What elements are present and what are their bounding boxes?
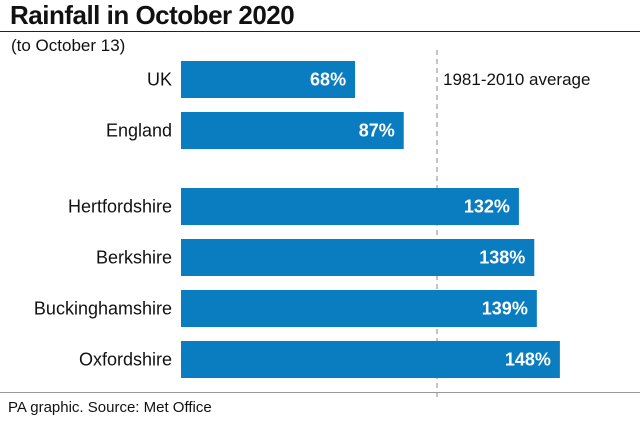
reference-line-label: 1981-2010 average (443, 70, 590, 89)
bar-berkshire (181, 239, 535, 276)
title-rule (0, 31, 640, 32)
category-label: Oxfordshire (79, 350, 172, 370)
category-label: Buckinghamshire (34, 299, 172, 319)
value-label: 132% (464, 197, 510, 217)
category-label: England (106, 121, 172, 141)
chart-title: Rainfall in October 2020 (10, 0, 295, 30)
footer-rule (0, 392, 640, 393)
category-label: UK (147, 70, 172, 90)
category-label: Berkshire (96, 248, 172, 268)
category-label: Hertfordshire (68, 197, 172, 217)
bar-buckinghamshire (181, 290, 537, 327)
value-label: 87% (359, 121, 395, 141)
value-label: 148% (505, 350, 551, 370)
value-label: 138% (479, 248, 525, 268)
source-note: PA graphic. Source: Met Office (8, 399, 212, 416)
bar-england (181, 112, 404, 149)
chart-subtitle: (to October 13) (11, 36, 126, 55)
bar-hertfordshire (181, 188, 519, 225)
value-label: 139% (482, 299, 528, 319)
bar-uk (181, 61, 356, 98)
value-label: 68% (310, 70, 346, 90)
bar-oxfordshire (181, 341, 560, 378)
